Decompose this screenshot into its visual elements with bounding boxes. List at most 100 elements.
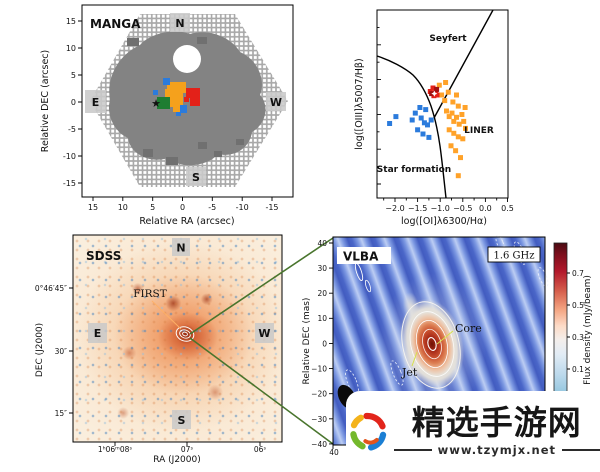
bpt-region-star-formation: Star formation — [377, 165, 451, 175]
core-label: Core — [455, 322, 482, 335]
scatter-point — [393, 114, 399, 120]
tick-label: −0.5 — [453, 204, 472, 213]
tick-label: -15 — [63, 179, 76, 188]
tick-label: -5 — [68, 125, 76, 134]
scatter-point — [412, 110, 418, 116]
scatter-point — [448, 143, 454, 149]
scatter-point — [436, 82, 442, 88]
vlba-panel: Core Jet VLBA 1.6 GHz 40 30 20 10 0 −10 … — [302, 235, 593, 457]
tick-label: −20 — [311, 390, 327, 399]
sdss-optical-image — [73, 235, 282, 442]
scatter-point — [451, 118, 457, 124]
tick-label: −2.0 — [385, 204, 404, 213]
bpt-tick-marks — [377, 9, 508, 202]
sdss-y-tick-labels: 0°46′45″ 30″ 15″ — [35, 284, 67, 418]
scatter-point — [434, 86, 440, 92]
tick-label: 0.5 — [572, 301, 584, 310]
tick-label: 0.0 — [479, 204, 492, 213]
manga-center-spaxels: ★ — [151, 78, 200, 116]
scatter-point — [455, 103, 461, 109]
bpt-x-tick-labels: −2.0 −1.5 −1.0 −0.5 0.0 0.5 — [385, 204, 514, 213]
manga-spaxel-cell — [165, 89, 171, 99]
bpt-ylabel: log([OIII]λ5007/Hβ) — [354, 58, 365, 149]
tick-label: 10 — [317, 314, 327, 323]
tick-label: 20 — [317, 289, 327, 298]
vlba-freq-label: 1.6 GHz — [493, 251, 534, 262]
manga-panel: ★ N E W S MANGA 15 10 5 0 -5 -10 -1 — [40, 4, 294, 227]
scatter-point — [453, 148, 459, 154]
scatter-point — [426, 134, 432, 140]
tick-label: 0.5 — [501, 204, 514, 213]
compass-s: S — [192, 171, 200, 184]
vlba-ylabel: Relative DEC (mas) — [302, 298, 312, 385]
manga-spaxel-cell — [157, 97, 170, 109]
compass-e: E — [92, 96, 100, 109]
tick-label: 0.3 — [572, 333, 584, 342]
first-annotation-line — [151, 300, 182, 330]
bpt-panel: Seyfert LINER Star formation −2.0 −1.5 −… — [354, 9, 514, 227]
bpt-star-marker — [431, 90, 438, 97]
scatter-point — [421, 120, 427, 126]
bpt-frame — [376, 9, 509, 199]
scatter-point — [430, 85, 436, 91]
scatter-point — [420, 131, 426, 137]
vlba-freq-box — [487, 246, 541, 263]
core-jet-annotation-lines — [411, 330, 454, 367]
tick-label: 0 — [322, 339, 327, 348]
tick-label: −10 — [311, 365, 327, 374]
tick-label: 0 — [180, 203, 185, 212]
vlba-title-box — [337, 247, 391, 264]
manga-spaxel-cell — [170, 92, 183, 107]
bpt-xlabel: log([OI]λ6300/Hα) — [401, 216, 487, 227]
manga-x-tick-labels: 15 10 5 0 -5 -10 -15 — [88, 203, 279, 212]
tick-label: 0°46′45″ — [35, 284, 67, 293]
sdss-x-tick-labels: 1ʰ06ᵐ08ˢ 07ˢ 06ˢ — [98, 445, 267, 454]
tick-label: -5 — [208, 203, 216, 212]
sdss-ylabel: DEC (J2000) — [35, 323, 45, 377]
manga-spaxel-cell — [176, 112, 181, 116]
vlba-y-tick-labels: 40 30 20 10 0 −10 −20 −30 −40 — [311, 239, 327, 449]
colorbar-tick-labels: 0.7 0.5 0.3 0.1 — [572, 269, 584, 374]
manga-masked-star-hole — [173, 45, 201, 73]
scatter-point — [461, 118, 467, 124]
tick-label: 15 — [66, 17, 76, 26]
compass-w: W — [270, 96, 282, 109]
manga-spaxel-cell — [167, 82, 186, 93]
compass-n: N — [176, 242, 185, 255]
sdss-title: SDSS — [86, 249, 121, 263]
tick-label: -15 — [265, 203, 278, 212]
vlba-title: VLBA — [343, 250, 379, 264]
sdss-frame — [72, 234, 283, 443]
scatter-point — [428, 117, 434, 123]
compass-e: E — [94, 327, 102, 340]
tick-label: −30 — [311, 415, 327, 424]
scatter-point — [423, 107, 429, 113]
manga-outlying-spaxels — [127, 37, 244, 165]
scatter-point — [455, 134, 461, 140]
scatter-point — [439, 92, 445, 98]
scatter-point — [460, 136, 466, 142]
scatter-point — [454, 92, 459, 98]
scatter-point — [434, 92, 440, 98]
bpt-scatter-points — [387, 80, 468, 179]
manga-nucleus-star-marker: ★ — [151, 97, 161, 110]
tick-label: 10 — [118, 203, 128, 212]
first-radio-contours — [175, 326, 195, 342]
scatter-point — [415, 127, 421, 133]
scatter-point — [446, 127, 452, 133]
first-label: FIRST — [133, 288, 167, 300]
sdss-tick-marks — [69, 287, 261, 446]
bpt-region-liner: LINER — [464, 126, 494, 136]
scatter-point — [449, 110, 455, 116]
tick-label: 30″ — [55, 347, 68, 356]
watermark: 精选手游网 www.tzymjx.net — [346, 391, 600, 472]
scatter-point — [451, 130, 457, 136]
tick-label: 10 — [66, 44, 76, 53]
vlba-tick-marks — [329, 242, 334, 449]
watermark-dash-right — [562, 448, 600, 451]
scatter-point — [463, 125, 468, 131]
tick-label: 0.1 — [572, 365, 584, 374]
manga-frame — [81, 4, 294, 198]
